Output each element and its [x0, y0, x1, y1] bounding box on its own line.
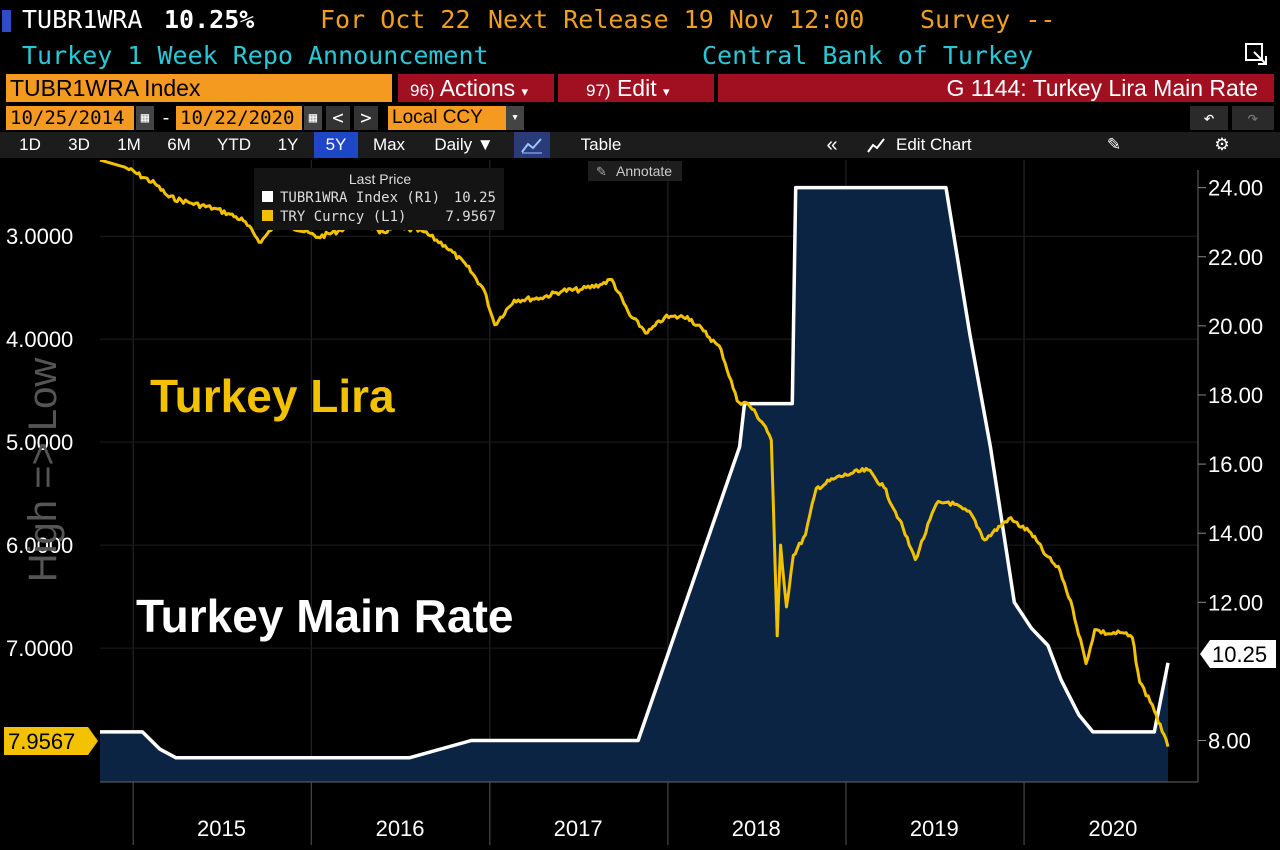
- actions-label: Actions: [439, 75, 516, 101]
- actions-caret-icon: ▾: [521, 84, 529, 99]
- x-axis: 2015 2016 2017 2018 2019 2020: [132, 782, 1137, 845]
- legend-title: Last Price: [349, 171, 411, 187]
- range-max[interactable]: Max: [372, 135, 406, 154]
- left-axis-label: High => Low: [21, 358, 65, 583]
- left-tick-label: 7.0000: [6, 636, 73, 661]
- currency-dropdown-icon[interactable]: ▾: [506, 106, 524, 130]
- range-ytd[interactable]: YTD: [217, 135, 251, 154]
- survey: Survey --: [920, 5, 1056, 34]
- range-1d[interactable]: 1D: [19, 135, 41, 154]
- right-axis: 24.00 22.00 20.00 18.00 16.00 14.00 12.00 8.00: [1198, 176, 1263, 754]
- legend-value-lira: 7.9567: [445, 209, 496, 225]
- x-tick-label: 2015: [197, 816, 246, 841]
- left-last-value-tag: 7.9567: [4, 727, 98, 755]
- next-release: Next Release 19 Nov 12:00: [488, 5, 865, 34]
- x-tick-label: 2018: [732, 816, 781, 841]
- rate-series-line: [100, 185, 1170, 760]
- currency-select[interactable]: Local CCY: [388, 106, 506, 130]
- line-chart-icon[interactable]: [514, 132, 550, 158]
- last-price: 10.25%: [164, 5, 255, 34]
- pop-out-icon[interactable]: [1244, 42, 1270, 68]
- end-date-field[interactable]: 10/22/2020: [176, 106, 302, 130]
- draw-tool-icon[interactable]: ✎: [1106, 135, 1122, 154]
- left-tick-label: 5.0000: [6, 430, 73, 455]
- command-bar: TUBR1WRA Index 96) Actions ▾ 97) Edit ▾ …: [0, 74, 1280, 102]
- rate-annotation: Turkey Main Rate: [136, 590, 513, 642]
- rate-area: [100, 187, 1168, 783]
- ticker: TUBR1WRA: [22, 5, 143, 34]
- right-tick-label: 16.00: [1208, 452, 1263, 477]
- previous-period-button[interactable]: <: [326, 106, 350, 130]
- range-1y[interactable]: 1Y: [277, 135, 299, 154]
- graph-title: G 1144: Turkey Lira Main Rate: [718, 74, 1274, 102]
- legend-background: [254, 168, 504, 230]
- for-date: For Oct 22: [320, 5, 471, 34]
- x-tick-label: 2017: [554, 816, 603, 841]
- left-tick-label: 6.0000: [6, 533, 73, 558]
- legend: Last Price TUBR1WRA Index (R1) 10.25 TRY…: [254, 168, 504, 230]
- range-3d[interactable]: 3D: [68, 135, 90, 154]
- legend-entry-rate: TUBR1WRA Index (R1): [280, 190, 440, 206]
- actions-number: 96): [410, 81, 435, 100]
- edit-label: Edit: [616, 75, 657, 101]
- date-bar: 10/25/2014 ▦ - 10/22/2020 ▦ < > Local CC…: [0, 106, 1280, 130]
- collapse-icon[interactable]: «: [826, 134, 838, 156]
- legend-value-rate: 10.25: [454, 190, 496, 206]
- data-source: Central Bank of Turkey: [702, 41, 1034, 70]
- range-5y[interactable]: 5Y: [314, 132, 358, 158]
- range-1m[interactable]: 1M: [117, 135, 141, 154]
- next-period-button[interactable]: >: [354, 106, 378, 130]
- security-field[interactable]: TUBR1WRA Index: [6, 74, 392, 102]
- x-tick-label: 2020: [1088, 816, 1137, 841]
- legend-swatch-lira: [262, 210, 273, 221]
- end-calendar-icon[interactable]: ▦: [304, 106, 322, 130]
- undo-icon[interactable]: ↶: [1190, 106, 1228, 130]
- right-tick-label: 8.00: [1208, 729, 1251, 754]
- redo-icon[interactable]: ↷: [1232, 106, 1274, 130]
- security-color-marker: [2, 10, 11, 32]
- gear-icon[interactable]: ⚙: [1214, 135, 1230, 154]
- left-tick-label: 4.0000: [6, 327, 73, 352]
- annotate-label: Annotate: [616, 163, 672, 179]
- range-6m[interactable]: 6M: [167, 135, 191, 154]
- legend-swatch-rate: [262, 191, 273, 202]
- start-calendar-icon[interactable]: ▦: [136, 106, 154, 130]
- left-last-value: 7.9567: [8, 729, 75, 754]
- price-chart[interactable]: 3.0000 4.0000 5.0000 6.0000 7.0000 24.00 22.0…: [0, 160, 1280, 850]
- edit-chart-button[interactable]: Edit Chart: [896, 135, 972, 154]
- x-tick-label: 2019: [910, 816, 959, 841]
- table-button[interactable]: Table: [580, 135, 622, 154]
- right-last-value-tag: 10.25: [1200, 640, 1276, 668]
- start-date-field[interactable]: 10/25/2014: [6, 106, 134, 130]
- right-last-value: 10.25: [1212, 642, 1267, 667]
- edit-menu[interactable]: 97) Edit ▾: [558, 74, 714, 102]
- annotate-button[interactable]: ✎ Annotate: [588, 161, 682, 181]
- range-bar: 1D 3D 1M 6M YTD 1Y 5Y Max Daily ▼ Table …: [0, 132, 1280, 158]
- frequency-select[interactable]: Daily ▼: [434, 135, 494, 154]
- date-separator: -: [160, 107, 172, 129]
- right-tick-label: 20.00: [1208, 314, 1263, 339]
- annotate-pencil-icon: ✎: [596, 164, 607, 179]
- right-tick-label: 18.00: [1208, 383, 1263, 408]
- right-tick-label: 14.00: [1208, 521, 1263, 546]
- x-tick-label: 2016: [376, 816, 425, 841]
- lira-annotation: Turkey Lira: [150, 370, 395, 422]
- edit-chart-icon[interactable]: [856, 132, 896, 158]
- left-axis: 3.0000 4.0000 5.0000 6.0000 7.0000: [6, 224, 73, 661]
- legend-entry-lira: TRY Curncy (L1): [280, 209, 406, 225]
- right-tick-label: 24.00: [1208, 176, 1263, 201]
- right-tick-label: 12.00: [1208, 590, 1263, 615]
- security-description-row: Turkey 1 Week Repo Announcement Central …: [0, 40, 1280, 72]
- security-header: TUBR1WRA 10.25% For Oct 22 Next Release …: [0, 4, 1280, 36]
- actions-menu[interactable]: 96) Actions ▾: [398, 74, 554, 102]
- right-tick-label: 22.00: [1208, 245, 1263, 270]
- left-tick-label: 3.0000: [6, 224, 73, 249]
- edit-number: 97): [586, 81, 611, 100]
- edit-caret-icon: ▾: [663, 84, 670, 99]
- security-description: Turkey 1 Week Repo Announcement: [22, 41, 489, 70]
